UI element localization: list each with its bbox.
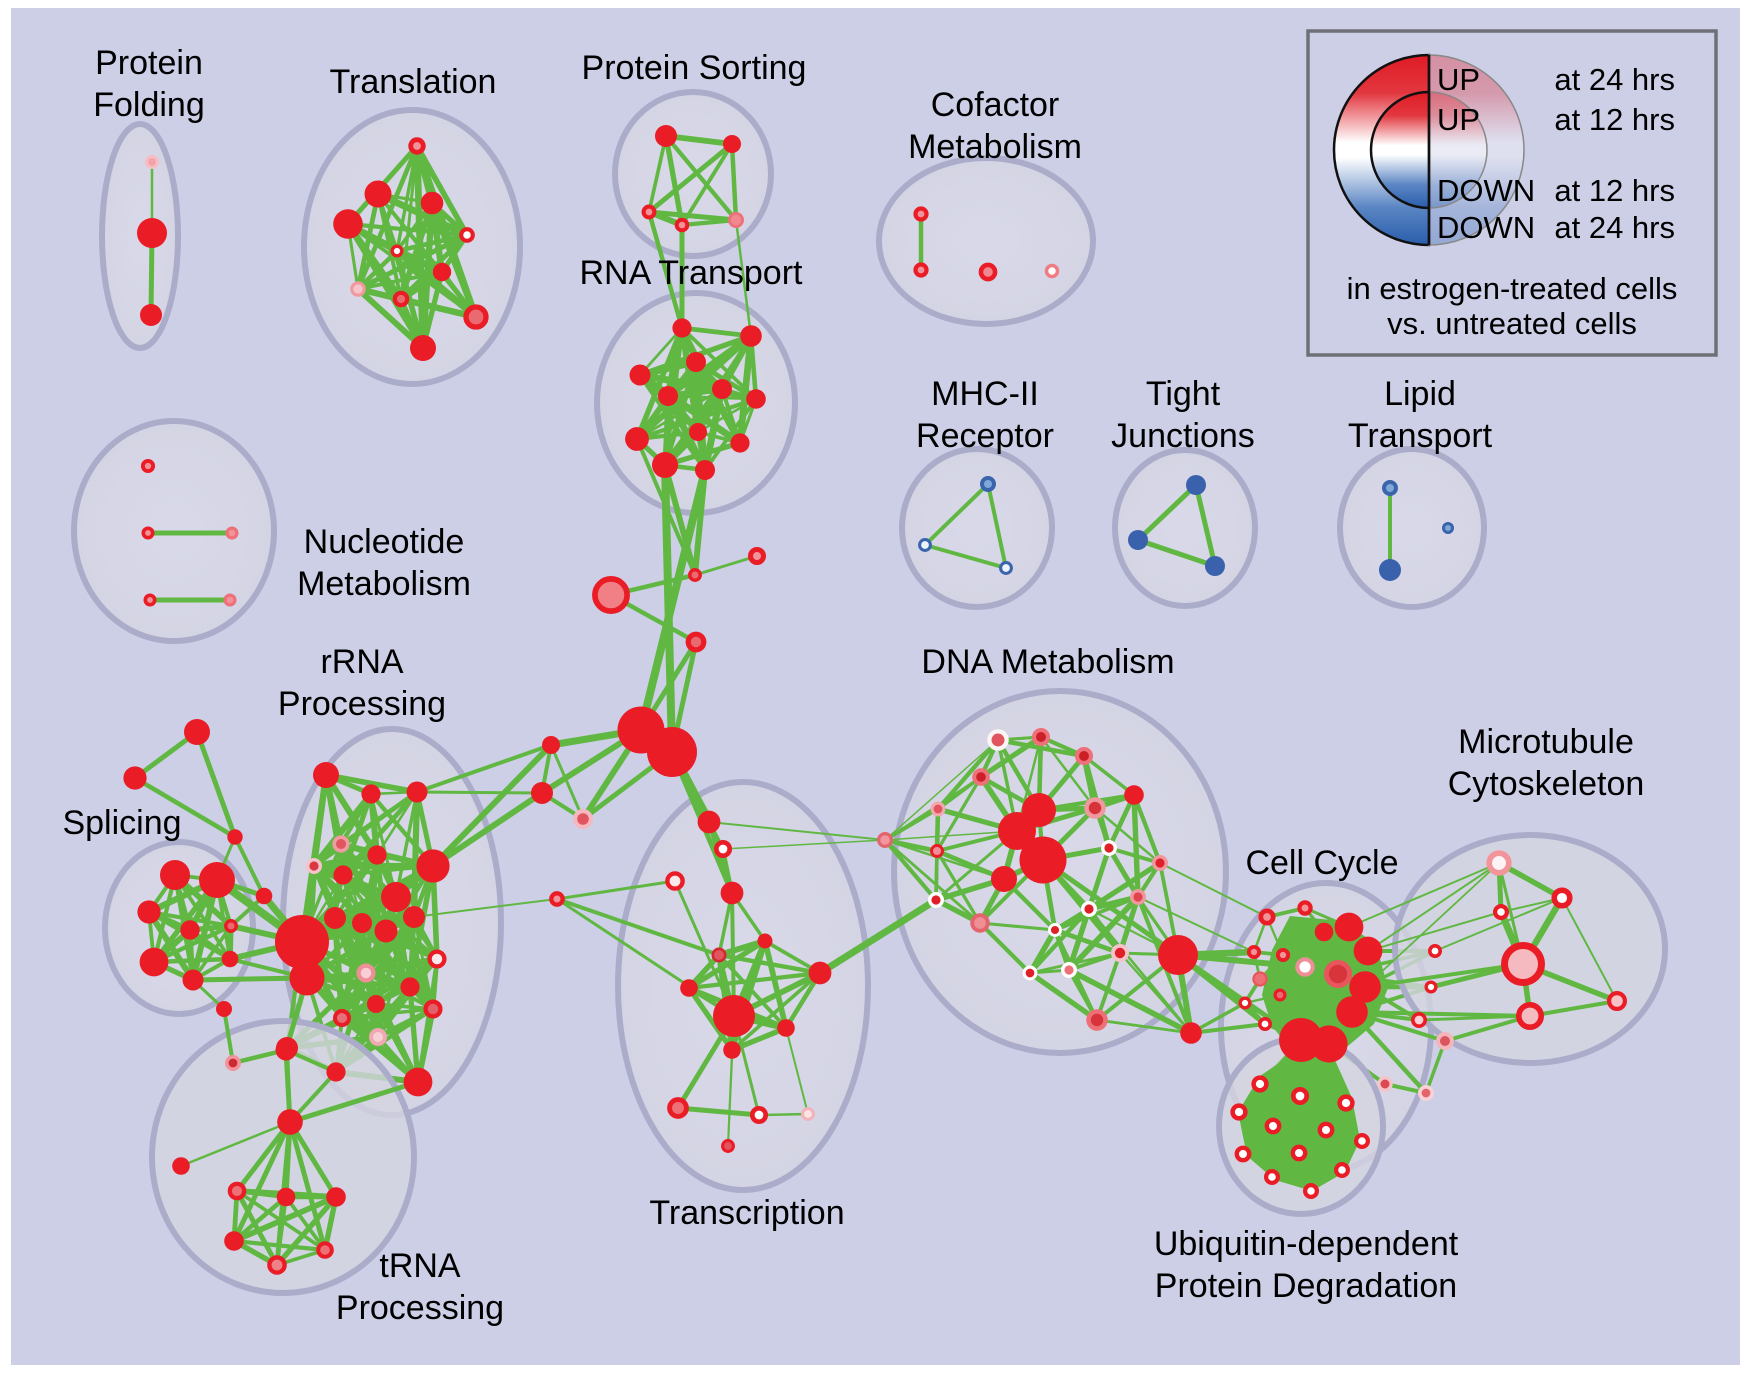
svg-text:rRNA: rRNA (320, 643, 403, 681)
svg-text:Cytoskeleton: Cytoskeleton (1448, 765, 1645, 803)
svg-text:Metabolism: Metabolism (297, 565, 471, 603)
svg-text:Protein: Protein (95, 44, 203, 82)
svg-text:Cofactor: Cofactor (931, 86, 1060, 124)
svg-text:UP: UP (1437, 102, 1480, 137)
svg-text:DOWN: DOWN (1437, 210, 1535, 245)
svg-text:Junctions: Junctions (1111, 417, 1255, 455)
svg-text:Transcription: Transcription (649, 1194, 844, 1232)
svg-text:at 24 hrs: at 24 hrs (1554, 62, 1675, 97)
svg-text:Processing: Processing (336, 1289, 504, 1327)
svg-text:Ubiquitin-dependent: Ubiquitin-dependent (1154, 1225, 1459, 1263)
svg-text:Protein Sorting: Protein Sorting (582, 49, 807, 87)
svg-text:vs. untreated cells: vs. untreated cells (1387, 306, 1637, 341)
svg-text:Tight: Tight (1146, 375, 1221, 413)
svg-text:DNA Metabolism: DNA Metabolism (921, 643, 1174, 681)
svg-text:Metabolism: Metabolism (908, 128, 1082, 166)
svg-text:Microtubule: Microtubule (1458, 723, 1634, 761)
svg-text:Protein Degradation: Protein Degradation (1155, 1267, 1457, 1305)
svg-text:Translation: Translation (330, 63, 497, 101)
svg-text:Cell Cycle: Cell Cycle (1245, 844, 1398, 882)
svg-text:Folding: Folding (93, 86, 205, 124)
svg-text:at 24 hrs: at 24 hrs (1554, 210, 1675, 245)
svg-text:Lipid: Lipid (1384, 375, 1456, 413)
svg-text:Receptor: Receptor (916, 417, 1054, 455)
svg-text:at 12 hrs: at 12 hrs (1554, 102, 1675, 137)
svg-text:MHC-II: MHC-II (931, 375, 1039, 413)
svg-text:Processing: Processing (278, 685, 446, 723)
svg-text:in estrogen-treated cells: in estrogen-treated cells (1347, 271, 1678, 306)
svg-text:Transport: Transport (1348, 417, 1493, 455)
svg-text:Nucleotide: Nucleotide (304, 523, 465, 561)
svg-text:at 12 hrs: at 12 hrs (1554, 173, 1675, 208)
svg-text:Splicing: Splicing (62, 804, 181, 842)
svg-text:DOWN: DOWN (1437, 173, 1535, 208)
svg-text:UP: UP (1437, 62, 1480, 97)
svg-text:tRNA: tRNA (379, 1247, 461, 1285)
svg-text:RNA Transport: RNA Transport (580, 254, 804, 292)
